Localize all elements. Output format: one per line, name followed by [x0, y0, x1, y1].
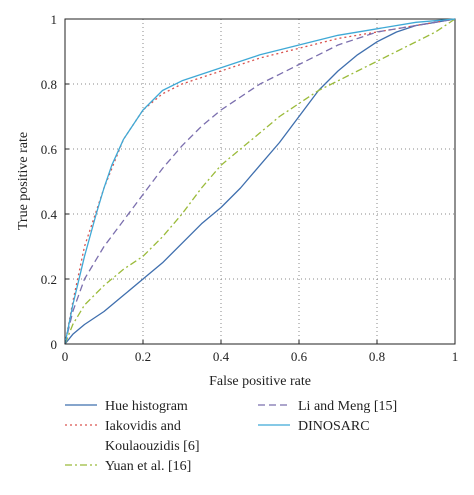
legend-label: Iakovidis and Koulaouzidis [6] — [105, 419, 199, 454]
legend-label: Yuan et al. [16] — [105, 459, 191, 474]
y-axis-label: True positive rate — [16, 132, 31, 230]
x-tick-label: 0 — [62, 349, 69, 364]
y-tick-label: 0 — [51, 337, 58, 352]
x-tick-labels: 0 0.2 0.4 0.6 0.8 1 — [62, 340, 459, 364]
gridlines — [65, 19, 455, 344]
x-tick-label: 0.2 — [135, 349, 151, 364]
series-line-dinosarc — [64, 18, 456, 345]
x-tick-label: 0.4 — [213, 349, 230, 364]
y-tick-labels: 0 0.2 0.4 0.6 0.8 1 — [41, 12, 69, 352]
y-tick-label: 0.2 — [41, 272, 57, 287]
x-tick-label: 0.6 — [291, 349, 308, 364]
x-axis-label: False positive rate — [209, 374, 311, 389]
series-line-iakovidis-and-koulaouzidis-6 — [64, 18, 456, 345]
y-tick-label: 0.4 — [41, 207, 58, 222]
legend: Hue histogram Iakovidis and Koulaouzidis [… — [65, 399, 397, 474]
x-tick-label: 0.8 — [369, 349, 385, 364]
series-line-hue-histogram — [64, 18, 456, 345]
y-tick-label: 0.6 — [41, 142, 58, 157]
y-tick-label: 0.8 — [41, 77, 57, 92]
plot-frame — [64, 18, 456, 345]
legend-label: DINOSARC — [298, 419, 370, 434]
legend-label: Hue histogram — [105, 399, 188, 414]
series-line-li-and-meng-15 — [64, 18, 456, 345]
series-lines — [64, 18, 456, 345]
y-tick-label: 1 — [51, 12, 58, 27]
x-tick-label: 1 — [452, 349, 459, 364]
series-line-yuan-et-al-16 — [64, 18, 456, 345]
legend-label: Li and Meng [15] — [298, 399, 397, 414]
